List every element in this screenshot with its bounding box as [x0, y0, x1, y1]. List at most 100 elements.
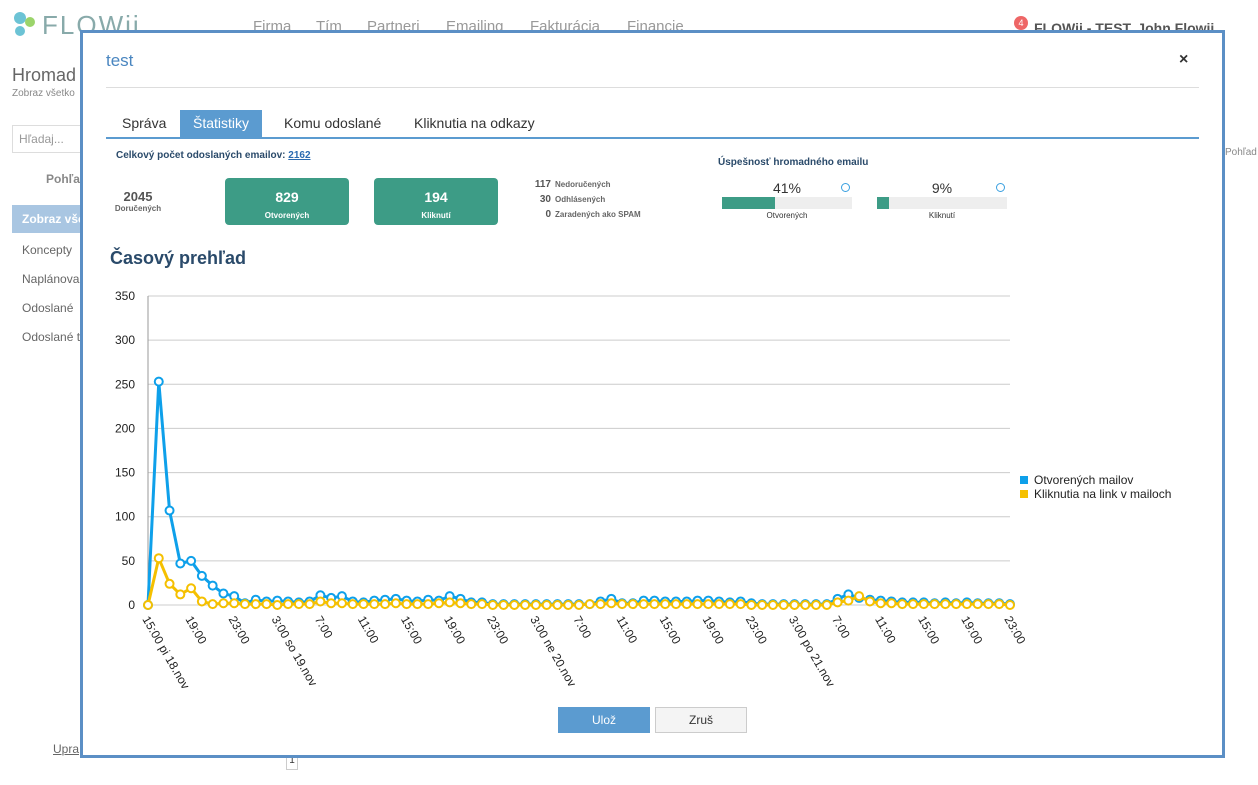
point — [433, 598, 444, 609]
point — [186, 555, 197, 566]
stat-label: Doručených — [114, 204, 162, 213]
sidebar-item[interactable]: Odoslané — [22, 301, 74, 315]
y-tick-label: 0 — [128, 598, 135, 612]
point — [918, 599, 929, 610]
view-tab[interactable]: Pohľa — [46, 172, 80, 186]
point — [703, 599, 714, 610]
point — [358, 599, 369, 610]
point — [660, 599, 671, 610]
point — [800, 600, 811, 610]
point — [153, 553, 164, 564]
point — [423, 599, 434, 610]
point — [897, 599, 908, 610]
point — [940, 599, 951, 610]
point — [207, 580, 218, 591]
percent: 9% — [931, 180, 953, 196]
point — [293, 599, 304, 610]
tab-line — [106, 137, 1199, 139]
point — [854, 591, 865, 602]
x-tick-label: 11:00 — [355, 614, 382, 647]
tab[interactable]: Kliknutia na odkazy — [414, 115, 535, 131]
point — [444, 597, 455, 608]
y-tick-label: 200 — [115, 421, 135, 435]
point — [175, 589, 186, 600]
tab[interactable]: Komu odoslané — [284, 115, 382, 131]
sidebar-item[interactable]: Zobraz vše — [22, 212, 85, 226]
point — [315, 596, 326, 607]
point — [164, 578, 175, 589]
modal: test × Správa Štatistiky Komu odoslané Klik… — [80, 30, 1225, 758]
point — [326, 598, 337, 609]
point — [778, 600, 789, 610]
point — [864, 596, 875, 607]
point — [541, 600, 552, 610]
x-tick-label: 19:00 — [183, 614, 210, 647]
point — [584, 599, 595, 610]
point — [886, 598, 897, 609]
right-label[interactable]: Pohľad — [1225, 147, 1257, 158]
tab[interactable]: Štatistiky — [180, 110, 263, 137]
progress-fill — [722, 197, 776, 209]
point — [983, 599, 994, 610]
point — [164, 505, 175, 516]
point — [412, 599, 423, 610]
point — [638, 599, 649, 610]
point — [670, 599, 681, 610]
point — [207, 599, 218, 610]
point — [218, 588, 229, 599]
progress-label: Kliknutí — [928, 211, 956, 220]
point — [153, 376, 164, 387]
tab[interactable]: Správa — [122, 115, 167, 131]
point — [186, 583, 197, 594]
modal-title: test — [106, 51, 134, 70]
stat-label: Otvorených — [264, 211, 310, 220]
summary: Celkový počet odoslaných emailov: 2162 — [116, 150, 311, 161]
point — [929, 599, 940, 610]
x-tick-label: 7:00 — [829, 614, 853, 642]
x-tick-label: 23:00 — [484, 614, 511, 647]
point — [175, 558, 186, 569]
point — [498, 600, 509, 610]
divider — [106, 87, 1199, 88]
cancel-button[interactable]: Zruš — [655, 707, 747, 733]
other-label: Nedoručených — [555, 180, 611, 189]
sidebar-item[interactable]: Koncepty — [22, 243, 73, 257]
y-tick-label: 350 — [115, 289, 135, 303]
stat-value: 194 — [424, 189, 448, 205]
sidebar-item[interactable]: Naplánova — [22, 272, 80, 286]
legend-label: Otvorených mailov — [1034, 473, 1133, 487]
y-tick-label: 150 — [115, 466, 135, 480]
other-value: 0 — [545, 209, 551, 220]
point — [229, 598, 240, 609]
point — [520, 600, 531, 610]
x-tick-label: 15:00 pi 18.nov — [139, 614, 192, 692]
summary-total[interactable]: 2162 — [288, 150, 311, 161]
x-tick-label: 23:00 — [226, 614, 253, 647]
point — [627, 599, 638, 610]
chart-title: Časový prehľad — [110, 247, 246, 268]
x-tick-label: 3:00 so 19.nov — [269, 614, 320, 689]
x-tick-label: 19:00 — [958, 614, 985, 647]
x-tick-label: 15:00 — [398, 614, 425, 647]
close[interactable]: × — [1179, 51, 1189, 68]
sidebar-item[interactable]: Odoslané t — [22, 330, 81, 344]
sidebar-footer[interactable]: Upra — [53, 742, 80, 756]
point — [735, 599, 746, 610]
x-tick-label: 3:00 po 21.nov — [786, 614, 838, 690]
y-tick-label: 250 — [115, 377, 135, 391]
point — [380, 599, 391, 610]
point — [724, 599, 735, 610]
point — [304, 599, 315, 610]
point — [951, 599, 962, 610]
y-tick-label: 300 — [115, 333, 135, 347]
point — [283, 599, 294, 610]
point — [843, 595, 854, 606]
point — [487, 600, 498, 610]
save-button[interactable]: Ulož — [558, 707, 650, 733]
point — [789, 600, 800, 610]
point — [239, 599, 250, 610]
other-value: 117 — [534, 179, 551, 190]
point — [821, 600, 832, 610]
point — [617, 599, 628, 610]
legend-swatch — [1020, 490, 1028, 498]
